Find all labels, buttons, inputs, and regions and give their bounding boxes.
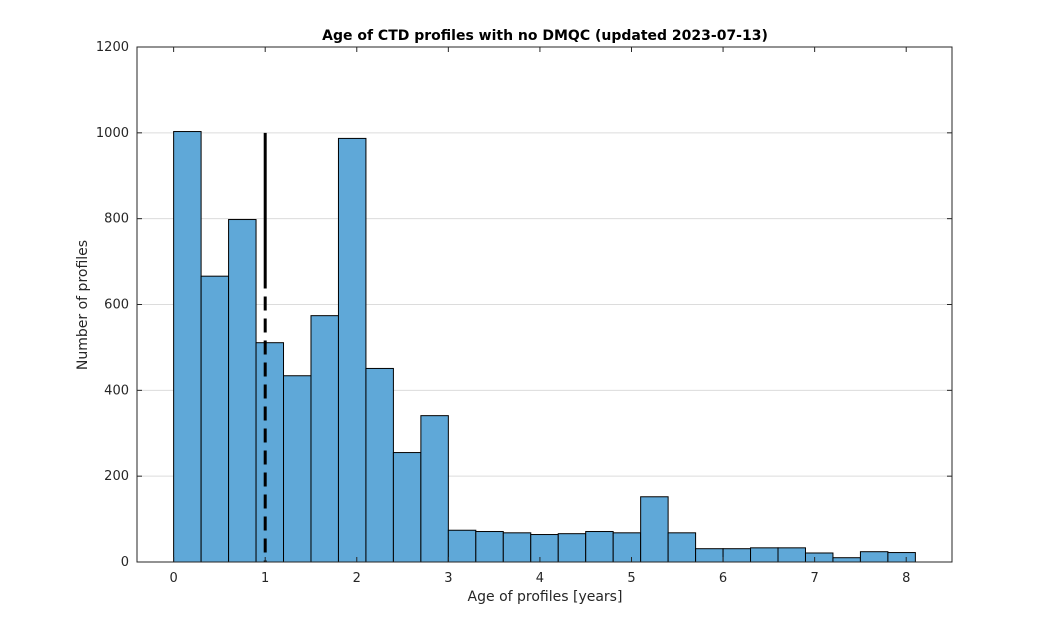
- histogram-bar: [337, 137, 367, 563]
- chart-title: Age of CTD profiles with no DMQC (update…: [322, 28, 768, 44]
- histogram-bar: [612, 532, 642, 563]
- histogram-bar: [640, 496, 669, 563]
- x-tick-label: 0: [169, 571, 177, 586]
- y-tick-label: 400: [104, 383, 129, 398]
- histogram-bar: [695, 548, 724, 563]
- y-axis-ticks: 0 200 400 600 800 1000 1200: [96, 40, 952, 570]
- histogram-bar: [420, 415, 449, 563]
- histogram-bar: [777, 547, 806, 563]
- histogram-bar: [530, 534, 559, 563]
- histogram-bar: [722, 548, 752, 563]
- histogram-bar: [804, 552, 834, 563]
- histogram-bar: [200, 275, 230, 563]
- y-tick-label: 1200: [96, 40, 129, 55]
- histogram-bar: [750, 547, 779, 563]
- histogram-bar: [832, 557, 861, 563]
- histogram-bar: [228, 219, 257, 563]
- x-tick-label: 7: [810, 571, 818, 586]
- x-axis-label: Age of profiles [years]: [468, 589, 623, 605]
- histogram-bar: [392, 452, 422, 563]
- histogram-bar: [557, 533, 587, 563]
- histogram-bar: [283, 375, 312, 563]
- histogram-bar: [255, 342, 285, 563]
- histogram-bars: [173, 131, 916, 563]
- y-axis-label: Number of profiles: [75, 240, 91, 370]
- histogram-bar: [475, 531, 504, 563]
- x-tick-label: 4: [536, 571, 544, 586]
- y-tick-label: 600: [104, 298, 129, 313]
- histogram-bar: [502, 532, 532, 563]
- y-tick-label: 0: [121, 555, 129, 570]
- histogram-bar: [585, 531, 614, 563]
- histogram-bar: [365, 367, 394, 563]
- y-tick-label: 800: [104, 212, 129, 227]
- x-tick-label: 3: [444, 571, 452, 586]
- x-tick-label: 5: [627, 571, 635, 586]
- x-tick-label: 2: [353, 571, 361, 586]
- x-axis-ticks: 0 1 2 3 4 5 6 7 8: [169, 47, 910, 586]
- x-tick-label: 6: [719, 571, 727, 586]
- histogram-bar: [887, 552, 916, 563]
- histogram-bar: [667, 532, 697, 563]
- histogram-bar: [310, 315, 339, 563]
- y-tick-label: 200: [104, 469, 129, 484]
- histogram-bar: [859, 551, 889, 563]
- histogram-bar: [173, 131, 202, 563]
- x-tick-label: 1: [261, 571, 269, 586]
- histogram-bar: [447, 529, 477, 563]
- y-tick-label: 1000: [96, 126, 129, 141]
- x-tick-label: 8: [902, 571, 910, 586]
